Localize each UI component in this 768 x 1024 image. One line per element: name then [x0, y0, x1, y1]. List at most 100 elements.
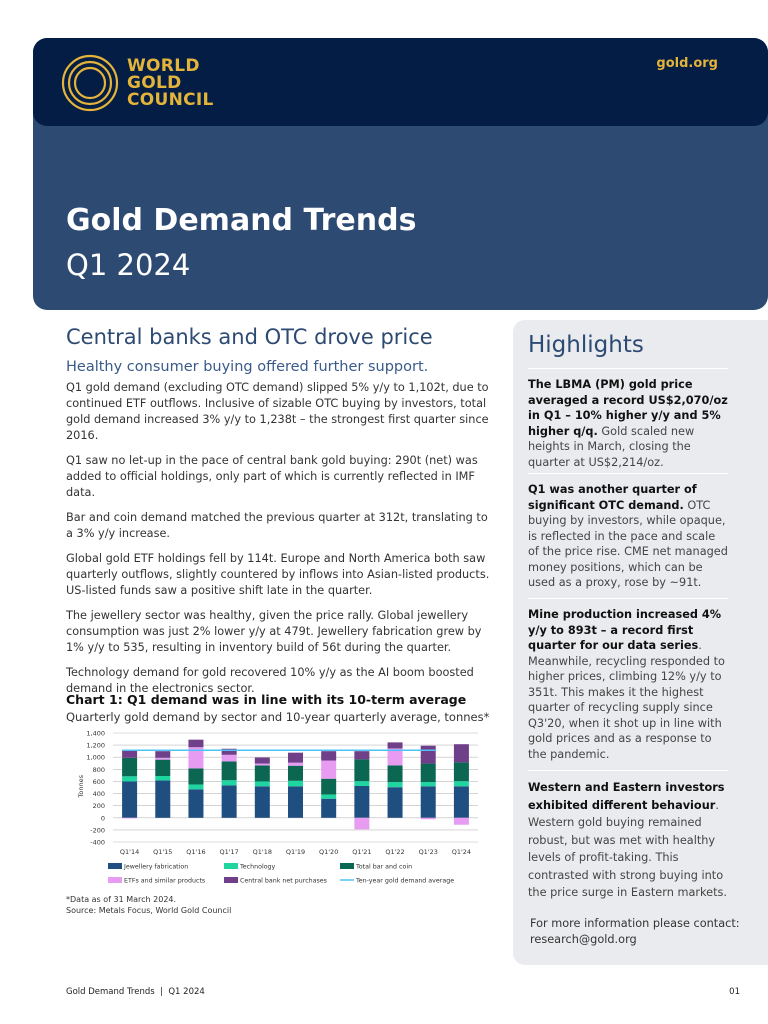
bar-segment — [354, 785, 370, 818]
highlights-panel: Highlights The LBMA (PM) gold price aver… — [513, 320, 768, 965]
site-link[interactable]: gold.org — [656, 56, 718, 71]
bar-segment — [321, 794, 337, 799]
legend-swatch — [340, 863, 354, 869]
highlight-item: The LBMA (PM) gold price averaged a reco… — [528, 368, 728, 470]
bar-segment — [254, 786, 270, 818]
chart-title: Chart 1: Q1 demand was in line with its … — [66, 692, 467, 707]
bar-segment — [155, 780, 171, 818]
bar-segment — [288, 780, 303, 787]
bar-segment — [155, 775, 171, 781]
bar-segment — [453, 781, 469, 787]
legend-label: ETFs and similar products — [124, 878, 205, 885]
paragraph: Bar and coin demand matched the previous… — [66, 511, 488, 540]
highlight-text: . Western gold buying remained robust, b… — [528, 798, 728, 900]
bar-segment — [453, 817, 469, 825]
bar-segment — [122, 776, 138, 782]
footer-title: Gold Demand Trends | Q1 2024 — [66, 987, 205, 997]
bar-segment — [453, 786, 469, 818]
bar-segment — [122, 757, 138, 777]
legend-swatch — [108, 863, 122, 869]
x-tick-label: Q1'17 — [219, 848, 238, 856]
bar-segment — [155, 751, 171, 758]
highlights-title: Highlights — [528, 332, 644, 358]
bar-segment — [188, 739, 204, 748]
bar-segment — [188, 768, 204, 785]
y-tick-label: 1,400 — [86, 730, 105, 738]
x-tick-label: Q1'21 — [352, 848, 371, 856]
y-tick-label: -200 — [90, 826, 105, 834]
bar-segment — [354, 759, 370, 782]
paragraph: Q1 gold demand (excluding OTC demand) sl… — [66, 381, 489, 442]
x-tick-label: Q1'23 — [419, 848, 438, 856]
page-number: 01 — [729, 987, 740, 997]
bar-segment — [420, 745, 436, 764]
x-tick-label: Q1'14 — [120, 848, 139, 856]
bar-segment — [420, 786, 436, 818]
x-tick-label: Q1'18 — [253, 848, 272, 856]
bar-segment — [254, 765, 270, 782]
bar-segment — [221, 780, 237, 786]
paragraph: Global gold ETF holdings fell by 114t. E… — [66, 552, 490, 597]
demand-chart: -400 -200 0 200 400 600 800 1,000 1,200 1,400 Tonn… — [77, 730, 478, 885]
legend-swatch — [108, 877, 122, 883]
bar-segment — [122, 817, 138, 819]
bar-segment — [254, 781, 270, 787]
bar-segment — [155, 759, 171, 776]
paragraph: Q1 saw no let-up in the pace of central … — [66, 454, 478, 499]
header-bar: WORLD GOLD COUNCIL gold.org — [33, 38, 768, 126]
bar-segment — [387, 787, 403, 818]
legend-swatch — [224, 877, 238, 883]
contact-info: For more information please contact: res… — [530, 917, 740, 946]
bar-segment — [288, 786, 303, 818]
bar-segment — [321, 751, 337, 761]
x-tick-label: Q1'16 — [186, 848, 205, 856]
bar-segment — [321, 778, 337, 795]
y-tick-label: -400 — [90, 839, 105, 847]
bar-segment — [155, 757, 171, 760]
legend-label: Jewellery fabrication — [123, 864, 188, 871]
x-tick-label: Q1'15 — [153, 848, 172, 856]
bar-segment — [221, 761, 237, 781]
bar-segment — [288, 762, 303, 766]
bar-segment — [221, 754, 237, 762]
wgc-logo[interactable]: WORLD GOLD COUNCIL — [61, 54, 214, 112]
highlight-lead: Western and Eastern investors exhibited … — [528, 781, 725, 812]
highlight-lead: Q1 was another quarter of significant OT… — [528, 483, 697, 512]
x-tick-label: Q1'20 — [319, 848, 338, 856]
legend-label: Technology — [239, 864, 276, 871]
highlight-text: OTC buying by investors, while opaque, i… — [528, 498, 728, 590]
bar-segment — [354, 751, 370, 760]
y-tick-label: 800 — [93, 766, 105, 774]
main-content: Central banks and OTC drove price Health… — [66, 325, 496, 706]
bar-segment — [188, 789, 204, 818]
bar-segment — [288, 752, 303, 763]
y-tick-label: 200 — [93, 802, 105, 810]
report-title: Gold Demand Trends — [66, 203, 417, 238]
highlight-item: Western and Eastern investors exhibited … — [528, 770, 728, 902]
bar-segment — [420, 763, 436, 783]
bar-segment — [453, 762, 469, 782]
logo-word: GOLD — [127, 72, 182, 93]
bar-segment — [420, 782, 436, 787]
report-period: Q1 2024 — [66, 248, 191, 282]
data-note: *Data as of 31 March 2024. — [66, 895, 177, 904]
chart-subtitle: Quarterly gold demand by sector and 10-y… — [66, 710, 490, 724]
highlight-item: Mine production increased 4% y/y to 893t… — [528, 598, 728, 762]
bar-segment — [254, 757, 270, 764]
y-tick-label: 600 — [93, 778, 105, 786]
bar-segment — [387, 765, 403, 783]
legend-swatch — [224, 863, 238, 869]
bar-segment — [288, 765, 303, 781]
legend-label: Total bar and coin — [355, 864, 412, 871]
y-tick-label: 400 — [93, 790, 105, 798]
logo-word: COUNCIL — [127, 89, 214, 110]
bar-segment — [354, 817, 370, 830]
bar-segment — [354, 781, 370, 786]
legend-label: Ten-year gold demand average — [355, 878, 454, 885]
bar-segment — [321, 760, 337, 779]
bar-segment — [453, 744, 469, 763]
x-tick-label: Q1'19 — [286, 848, 305, 856]
bar-segment — [254, 763, 270, 766]
legend-label: Central bank net purchases — [240, 878, 327, 885]
y-tick-label: 1,200 — [86, 742, 105, 750]
